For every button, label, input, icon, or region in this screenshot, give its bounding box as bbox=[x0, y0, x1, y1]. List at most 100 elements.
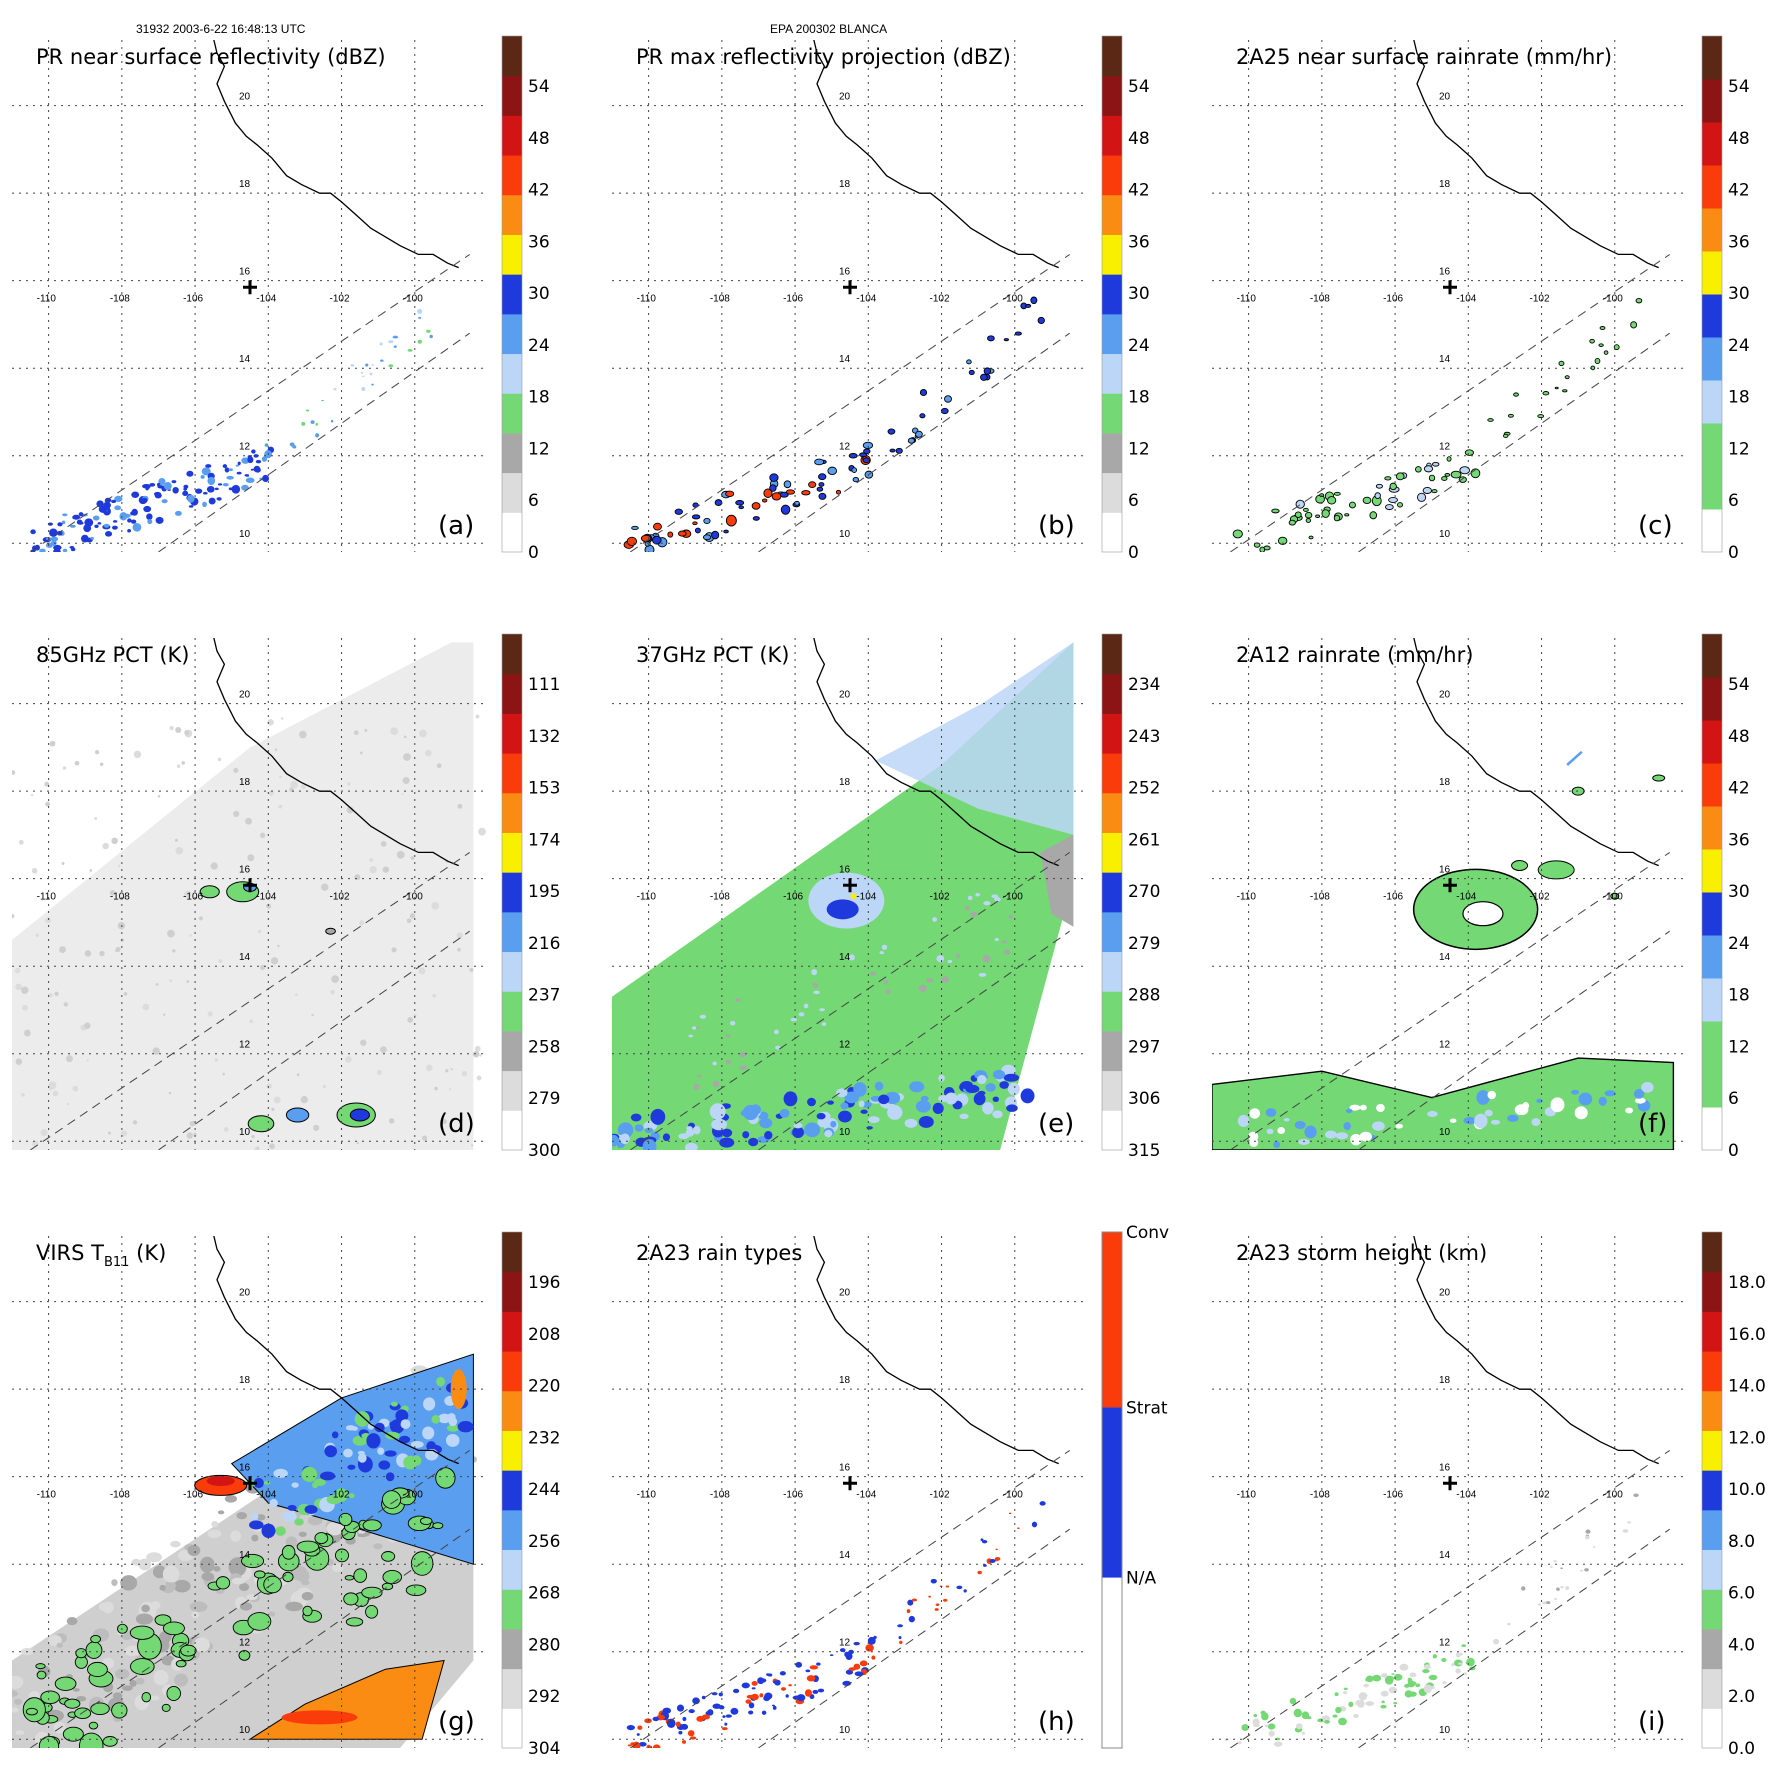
pct85-texture bbox=[249, 1019, 253, 1024]
virs-texture bbox=[332, 1563, 344, 1572]
storm-height-pixel bbox=[1565, 1586, 1570, 1590]
virs-texture bbox=[15, 1730, 25, 1736]
pct37-rain-cell bbox=[783, 1091, 798, 1107]
tmi-rain-detail bbox=[1490, 1119, 1501, 1125]
pct37-speckle bbox=[964, 906, 970, 911]
rain-type-pixel bbox=[1039, 1501, 1046, 1506]
reflectivity-echo bbox=[141, 497, 148, 503]
colorbar-segment bbox=[1702, 1351, 1722, 1392]
rain-type-pixel bbox=[934, 1608, 939, 1611]
colorbar-tick-label: 18 bbox=[1728, 388, 1750, 408]
lat-tick-label: 16 bbox=[1439, 267, 1451, 278]
rain-type-pixel bbox=[701, 1695, 706, 1700]
pct85-texture bbox=[62, 766, 67, 770]
colorbar-segment bbox=[1702, 36, 1722, 80]
pct85-texture bbox=[99, 762, 104, 767]
pct37-rain-cell bbox=[887, 1105, 903, 1120]
virs-texture bbox=[211, 1521, 219, 1528]
reflectivity-echo bbox=[62, 548, 68, 552]
reflectivity-echo bbox=[289, 442, 295, 447]
rain-type-pixel bbox=[859, 1660, 868, 1667]
pct85-texture bbox=[406, 918, 412, 924]
reflectivity-echo bbox=[677, 530, 687, 537]
rainrate-echo bbox=[1562, 389, 1568, 393]
rainrate-echo bbox=[1385, 504, 1394, 511]
panel-title-tail: (K) bbox=[129, 1241, 166, 1265]
lat-tick-label: 12 bbox=[1439, 1638, 1451, 1649]
virs-mid-cloud bbox=[90, 1702, 110, 1716]
virs-texture bbox=[298, 1531, 307, 1537]
reflectivity-echo bbox=[818, 473, 827, 481]
reflectivity-echo bbox=[195, 488, 203, 494]
pct37-speckle bbox=[994, 897, 1001, 902]
storm-height-pixel bbox=[1507, 1622, 1511, 1626]
rain-type-pixel bbox=[725, 1714, 732, 1718]
storm-height-pixel bbox=[1388, 1686, 1398, 1694]
pct85-texture bbox=[117, 864, 121, 868]
rain-type-pixel bbox=[795, 1661, 803, 1668]
virs-texture bbox=[187, 1544, 201, 1556]
pct85-texture bbox=[44, 781, 50, 787]
pct37-rain-cell bbox=[868, 1116, 880, 1123]
pct37-rain-cell bbox=[759, 1117, 773, 1129]
rainrate-echo bbox=[1253, 542, 1261, 548]
virs-texture bbox=[236, 1512, 248, 1520]
rainrate-echo bbox=[1613, 344, 1620, 351]
pct37-speckle bbox=[936, 955, 945, 963]
lon-tick-label: -106 bbox=[1383, 1489, 1403, 1500]
reflectivity-echo bbox=[235, 464, 240, 467]
colorbar-segment bbox=[1102, 951, 1122, 992]
pct85-texture bbox=[117, 921, 126, 930]
tmi-rain-detail bbox=[1335, 1132, 1349, 1140]
pct85-texture bbox=[251, 1134, 255, 1139]
storm-height-pixel bbox=[1324, 1720, 1330, 1724]
map-overlay-i: -110 -108 -106 -104 -102 -100 20 18 16 14 12 10 bbox=[1230, 1236, 1670, 1748]
pct85-texture bbox=[168, 1091, 172, 1095]
lon-tick-label: -104 bbox=[256, 1489, 276, 1500]
tmi-rain-detail bbox=[1237, 1114, 1250, 1128]
pct85-texture bbox=[274, 748, 278, 752]
virs-mid-cloud bbox=[129, 1625, 155, 1640]
virs-cloud-detail bbox=[291, 1482, 299, 1488]
pct85-texture bbox=[457, 803, 463, 809]
overlay-f: -110 -108 -106 -104 -102 -100 20 18 16 14 12 10 bbox=[1230, 638, 1670, 1150]
colorbar-segment bbox=[1702, 122, 1722, 166]
colorbar-segment bbox=[502, 1070, 522, 1111]
pct37-rain-cell bbox=[742, 1131, 750, 1139]
reflectivity-echo bbox=[852, 477, 860, 483]
colorbar-tick-label: 42 bbox=[1128, 181, 1150, 201]
rain-type-pixel bbox=[845, 1669, 854, 1675]
reflectivity-echo bbox=[114, 495, 123, 503]
lat-tick-label: 10 bbox=[239, 1725, 251, 1736]
storm-height-pixel bbox=[1321, 1715, 1330, 1722]
pct85-texture bbox=[403, 753, 411, 761]
storm-height-pixel bbox=[1267, 1723, 1276, 1730]
lat-tick-label: 14 bbox=[1439, 354, 1451, 365]
reflectivity-echo bbox=[69, 545, 75, 549]
pct85-texture bbox=[449, 1088, 452, 1091]
storm-height-pixel bbox=[1556, 1587, 1560, 1591]
pct37-speckle bbox=[975, 893, 981, 897]
reflectivity-echo bbox=[816, 486, 824, 492]
colorbar-tick-label: 315 bbox=[1128, 1141, 1160, 1161]
reflectivity-echo bbox=[1025, 303, 1032, 308]
rainrate-echo bbox=[1348, 501, 1356, 509]
coastline bbox=[213, 1236, 459, 1465]
reflectivity-echo bbox=[226, 475, 234, 480]
pct85-texture bbox=[21, 1092, 25, 1097]
reflectivity-echo bbox=[644, 541, 651, 547]
pct85-texture bbox=[271, 1107, 275, 1112]
colorbar-tick-label: 18 bbox=[528, 388, 550, 408]
pct85-texture bbox=[281, 717, 284, 720]
rain-type-pixel bbox=[638, 1742, 647, 1747]
pct37-rain-cell bbox=[748, 1137, 759, 1147]
lat-tick-label: 10 bbox=[839, 1127, 851, 1138]
virs-texture bbox=[301, 1591, 314, 1601]
pct85-texture bbox=[66, 1102, 70, 1106]
pct85-texture bbox=[152, 1047, 160, 1055]
colorbar-segment bbox=[502, 673, 522, 714]
colorbar-segment bbox=[502, 1470, 522, 1511]
pr-swath-edge bbox=[758, 930, 1070, 1150]
reflectivity-echo bbox=[725, 514, 737, 527]
virs-texture bbox=[124, 1645, 141, 1657]
